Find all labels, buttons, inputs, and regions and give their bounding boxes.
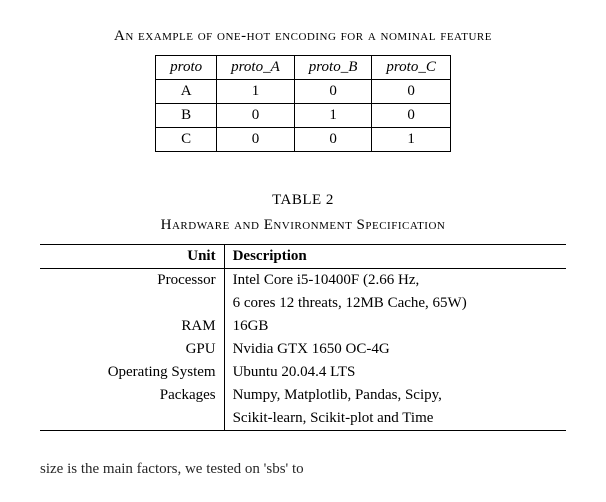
table2-th-unit: Unit [40,245,224,269]
unit-cell: RAM [40,315,224,338]
table-row: GPU Nvidia GTX 1650 OC-4G [40,338,566,361]
cell: 0 [294,128,372,152]
desc-cell: 6 cores 12 threats, 12MB Cache, 65W) [224,292,566,315]
table1-th-protoB: proto_B [294,56,372,80]
table2-label: TABLE 2 [40,192,566,209]
unit-cell: Packages [40,384,224,407]
desc-cell: Scikit-learn, Scikit-plot and Time [224,407,566,431]
table1-header-row: proto proto_A proto_B proto_C [156,56,451,80]
table-hardware-wrapper: Unit Description Processor Intel Core i5… [40,244,566,431]
unit-cell: Operating System [40,361,224,384]
cell: 1 [294,104,372,128]
cell: C [156,128,217,152]
cell: 0 [217,104,295,128]
cell: B [156,104,217,128]
table-row: RAM 16GB [40,315,566,338]
unit-cell: Processor [40,269,224,293]
table-row: Processor Intel Core i5-10400F (2.66 Hz, [40,269,566,293]
trailing-text: size is the main factors, we tested on '… [40,461,566,478]
table-hardware: Unit Description Processor Intel Core i5… [40,244,566,431]
table1-caption: An example of one-hot encoding for a nom… [40,28,566,45]
cell: 1 [372,128,450,152]
unit-cell-empty [40,407,224,431]
table-row-cont: Scikit-learn, Scikit-plot and Time [40,407,566,431]
cell: A [156,80,217,104]
desc-cell: Intel Core i5-10400F (2.66 Hz, [224,269,566,293]
desc-cell: 16GB [224,315,566,338]
cell: 0 [372,80,450,104]
desc-cell: Ubuntu 20.04.4 LTS [224,361,566,384]
table-row: C 0 0 1 [156,128,451,152]
table1-th-protoA: proto_A [217,56,295,80]
table2-header-row: Unit Description [40,245,566,269]
table-row: Operating System Ubuntu 20.04.4 LTS [40,361,566,384]
unit-cell: GPU [40,338,224,361]
cell: 0 [372,104,450,128]
cell: 0 [217,128,295,152]
desc-cell: Numpy, Matplotlib, Pandas, Scipy, [224,384,566,407]
cell: 0 [294,80,372,104]
table1-th-protoC: proto_C [372,56,450,80]
table1-th-proto: proto [156,56,217,80]
table2-caption: Hardware and Environment Specification [40,217,566,234]
table-row: A 1 0 0 [156,80,451,104]
desc-cell: Nvidia GTX 1650 OC-4G [224,338,566,361]
table-onehot: proto proto_A proto_B proto_C A 1 0 0 B … [155,55,451,152]
table2-th-desc: Description [224,245,566,269]
table-row-cont: 6 cores 12 threats, 12MB Cache, 65W) [40,292,566,315]
table-row: B 0 1 0 [156,104,451,128]
table-row: Packages Numpy, Matplotlib, Pandas, Scip… [40,384,566,407]
unit-cell-empty [40,292,224,315]
cell: 1 [217,80,295,104]
